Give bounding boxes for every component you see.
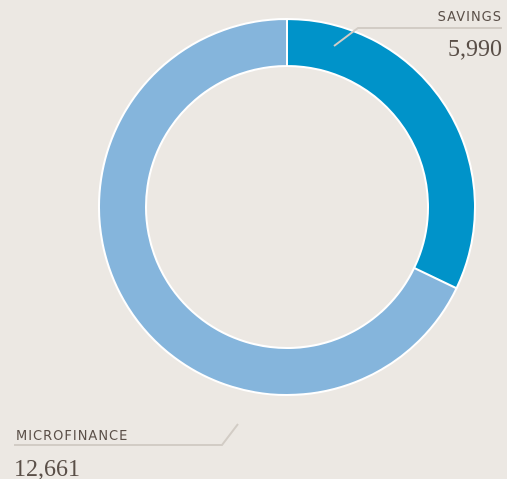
leader-line bbox=[333, 27, 502, 47]
category-label: MICROFINANCE bbox=[16, 429, 128, 444]
leader-line bbox=[14, 423, 239, 446]
value-label: 12,661 bbox=[14, 456, 80, 479]
value-label: 5,990 bbox=[448, 36, 502, 62]
donut-segment bbox=[98, 17, 458, 396]
category-label: SAVINGS bbox=[438, 10, 502, 25]
donut-segment bbox=[286, 17, 476, 290]
